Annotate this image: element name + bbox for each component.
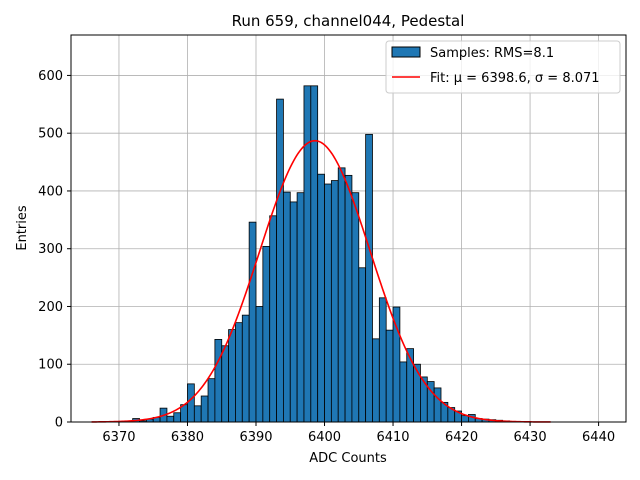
y-axis-label: Entries xyxy=(15,205,30,251)
histogram-bar xyxy=(241,314,250,423)
histogram-bar xyxy=(433,387,442,423)
histogram-bar xyxy=(269,215,277,423)
x-tick-label: 6410 xyxy=(376,430,409,445)
histogram-bar xyxy=(330,180,339,423)
histogram-bar xyxy=(378,297,387,423)
x-tick-label: 6400 xyxy=(308,430,341,445)
histogram-bar xyxy=(372,338,380,423)
histogram-bar xyxy=(214,339,223,423)
y-tick-label: 600 xyxy=(38,69,63,84)
legend-histogram-label: Samples: RMS=8.1 xyxy=(430,46,554,61)
x-tick-label: 6420 xyxy=(445,430,478,445)
chart-title: Run 659, channel044, Pedestal xyxy=(232,12,465,30)
histogram-bar xyxy=(461,415,469,423)
y-tick-label: 500 xyxy=(38,127,63,142)
histogram-bar xyxy=(276,98,284,423)
x-tick-label: 6380 xyxy=(171,430,204,445)
histogram-bar xyxy=(337,167,346,423)
histogram-bar xyxy=(255,306,264,423)
legend-box xyxy=(385,40,621,94)
histogram-bar xyxy=(413,363,421,423)
histogram-bar xyxy=(344,174,353,423)
histogram-bar xyxy=(166,415,175,423)
histogram-bar xyxy=(365,133,373,423)
y-tick-label: 400 xyxy=(38,184,63,199)
histogram-bar xyxy=(187,383,195,423)
legend-fit-label: Fit: μ = 6398.6, σ = 8.071 xyxy=(430,71,600,86)
y-tick-label: 300 xyxy=(38,242,63,257)
x-tick-label: 6390 xyxy=(239,430,272,445)
histogram-bar xyxy=(399,361,408,423)
histogram-bar xyxy=(296,192,305,423)
histogram-bar xyxy=(303,85,312,423)
histogram-bar xyxy=(358,267,367,423)
histogram-bar xyxy=(200,395,209,423)
histogram-bar xyxy=(324,183,332,423)
histogram-bar xyxy=(193,405,202,423)
x-tick-label: 6440 xyxy=(582,430,615,445)
x-tick-label: 6430 xyxy=(514,430,547,445)
histogram-bar xyxy=(235,322,243,423)
plot-frame xyxy=(70,34,627,423)
y-tick-label: 0 xyxy=(55,416,63,431)
histogram-bar xyxy=(289,201,298,423)
histogram-bar xyxy=(351,192,360,423)
legend-histogram-swatch xyxy=(391,46,421,58)
x-tick-label: 6370 xyxy=(102,430,135,445)
histogram-bar xyxy=(228,329,236,423)
histogram-bar xyxy=(248,221,257,423)
histogram-bar xyxy=(385,329,394,423)
histogram-bar xyxy=(221,345,229,423)
histogram-bar xyxy=(173,412,182,423)
histogram-bar xyxy=(392,306,401,423)
histogram-bar xyxy=(262,246,271,423)
histogram-bar xyxy=(207,378,216,423)
histogram-bar xyxy=(317,173,325,423)
legend: Samples: RMS=8.1 Fit: μ = 6398.6, σ = 8.… xyxy=(385,40,621,94)
histogram-bar xyxy=(283,191,291,423)
x-axis-label: ADC Counts xyxy=(309,451,387,466)
histogram-bar xyxy=(310,85,319,423)
axis-ticks: 6370 6380 6390 6400 6410 6420 6430 6440 0 100 200 3… xyxy=(38,69,615,445)
y-tick-label: 100 xyxy=(38,358,63,373)
y-tick-label: 200 xyxy=(38,300,63,315)
fit-curve xyxy=(91,139,551,423)
